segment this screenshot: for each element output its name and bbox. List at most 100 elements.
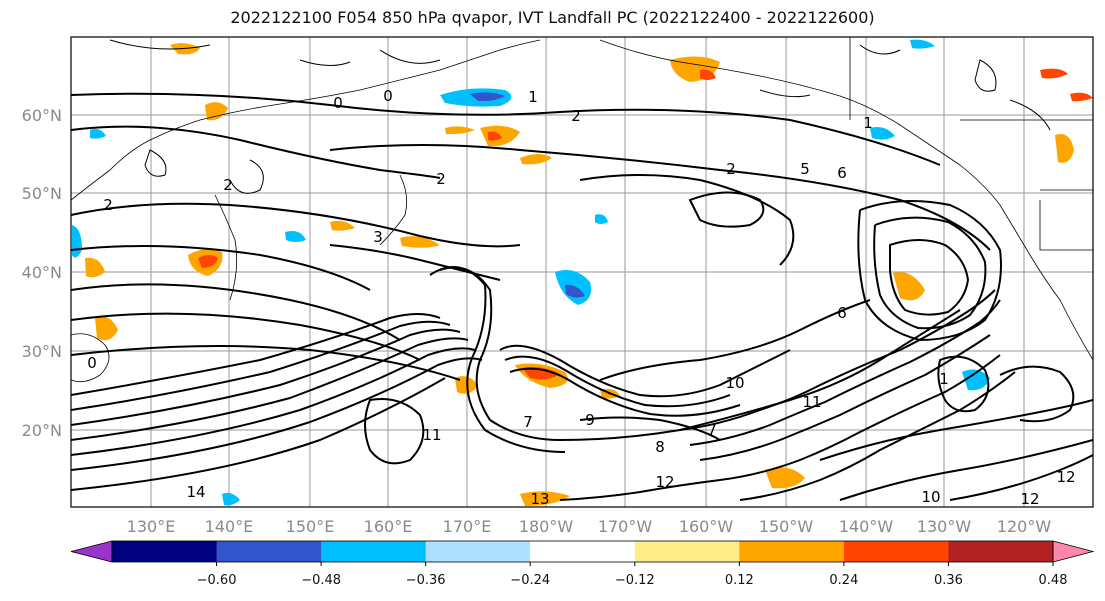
- anomaly-patch: [198, 255, 218, 268]
- anomaly-patch: [765, 467, 805, 489]
- anomaly-patch: [700, 69, 716, 80]
- anomaly-patch: [330, 220, 355, 231]
- contour-label: 2: [436, 170, 446, 188]
- contour-label: 1: [939, 370, 949, 388]
- colorbar-extend-max: [1052, 540, 1095, 563]
- ivt-contours: [71, 92, 1093, 501]
- contour-label: 2: [571, 107, 581, 125]
- map-title: 2022122100 F054 850 hPa qvapor, IVT Land…: [230, 8, 875, 27]
- contour-label: 8: [655, 438, 665, 456]
- longitude-label: 140°W: [839, 517, 894, 536]
- colorbar-tick-label: 0.48: [1039, 573, 1068, 588]
- anomaly-patch: [565, 284, 585, 298]
- colorbar-segment: [634, 541, 740, 562]
- longitude-label: 130°E: [127, 517, 176, 536]
- anomaly-patch: [962, 369, 990, 391]
- colorbar-tick-label: −0.12: [615, 573, 655, 588]
- anomaly-patch: [893, 272, 925, 301]
- map-frame: [70, 36, 1094, 508]
- latitude-label: 40°N: [22, 263, 62, 282]
- anomaly-patch: [910, 39, 935, 49]
- longitude-label: 170°E: [443, 517, 492, 536]
- contour-label: 14: [186, 483, 205, 501]
- anomaly-patch: [222, 492, 240, 506]
- colorbar-segment: [216, 541, 322, 562]
- longitude-label: 160°E: [364, 517, 413, 536]
- anomaly-patch: [520, 491, 570, 506]
- contour-label: 0: [333, 94, 343, 112]
- contour-label: 12: [1056, 468, 1075, 486]
- anomaly-patch: [285, 231, 306, 242]
- anomaly-patch: [595, 214, 608, 224]
- contour-label: 2: [223, 176, 233, 194]
- contour-label: 10: [725, 374, 744, 392]
- anomaly-patch: [205, 102, 228, 121]
- contour-label: 6: [837, 304, 847, 322]
- contour-label: 2: [726, 160, 736, 178]
- contour-label: 12: [655, 473, 674, 491]
- contour-label: 11: [422, 426, 441, 444]
- longitude-label: 140°E: [205, 517, 254, 536]
- contour-label: 7: [707, 421, 717, 439]
- anomaly-patch: [1055, 134, 1074, 163]
- latitude-label: 50°N: [22, 184, 62, 203]
- contour-label: 1: [863, 114, 873, 132]
- contour-label: 0: [87, 354, 97, 372]
- colorbar-tick-label: −0.24: [510, 573, 550, 588]
- contour-label: 10: [921, 488, 940, 506]
- longitude-labels: 130°E 140°E 150°E 160°E 170°E 180°W 170°W 160°W…: [127, 517, 1052, 536]
- anomaly-patch: [1040, 68, 1068, 79]
- colorbar-tick-label: 0.24: [829, 573, 858, 588]
- contour-label: 11: [802, 393, 821, 411]
- colorbar-tick-label: −0.36: [406, 573, 446, 588]
- contour-label: 13: [530, 490, 549, 508]
- colorbar-segment: [843, 541, 949, 562]
- latitude-labels: 60°N 50°N 40°N 30°N 20°N: [22, 106, 62, 440]
- anomaly-patch: [90, 128, 106, 139]
- minor-contours: [109, 39, 1051, 194]
- anomaly-patch: [522, 366, 560, 380]
- colorbar-segment: [321, 541, 427, 562]
- anomaly-patch: [488, 131, 502, 141]
- latitude-label: 20°N: [22, 421, 62, 440]
- colorbar-segment: [739, 541, 845, 562]
- colorbar-segment: [948, 541, 1054, 562]
- contour-label: 12: [1020, 490, 1039, 508]
- anomaly-patch: [520, 154, 552, 165]
- contour-label: 9: [585, 411, 595, 429]
- longitude-label: 150°E: [286, 517, 335, 536]
- colorbar-extend-min: [70, 540, 113, 563]
- colorbar-segment: [425, 541, 531, 562]
- contour-label: 1: [528, 88, 538, 106]
- colorbar: −0.60 −0.48 −0.36 −0.24 −0.12 0.12 0.24 0.36 0.4…: [70, 540, 1095, 588]
- colorbar-tick-label: 0.36: [934, 573, 963, 588]
- anomaly-patch: [470, 92, 505, 102]
- contour-label: 7: [523, 413, 533, 431]
- longitude-label: 130°W: [917, 517, 972, 536]
- contour-label: 6: [837, 164, 847, 182]
- anomaly-patch: [400, 236, 440, 248]
- colorbar-tick-label: 0.12: [725, 573, 754, 588]
- longitude-label: 180°W: [519, 517, 574, 536]
- contour-label: 0: [383, 87, 393, 105]
- latitude-label: 30°N: [22, 342, 62, 361]
- anomaly-patch: [445, 126, 475, 135]
- longitude-label: 120°W: [997, 517, 1052, 536]
- colorbar-tick-label: −0.48: [301, 573, 341, 588]
- colorbar-segment: [530, 541, 636, 562]
- anomaly-patch: [1070, 92, 1093, 102]
- colorbar-segment: [112, 541, 218, 562]
- contour-label: 5: [800, 160, 810, 178]
- anomaly-patch: [95, 316, 118, 341]
- contour-label: 3: [373, 228, 383, 246]
- latitude-label: 60°N: [22, 106, 62, 125]
- qvapor-anomaly-fill: [72, 39, 1093, 506]
- anomaly-patch: [85, 257, 105, 278]
- colorbar-tick-label: −0.60: [197, 573, 237, 588]
- longitude-label: 150°W: [759, 517, 814, 536]
- colorbar-frame: [111, 540, 1054, 563]
- contour-label: 2: [103, 196, 113, 214]
- longitude-label: 160°W: [679, 517, 734, 536]
